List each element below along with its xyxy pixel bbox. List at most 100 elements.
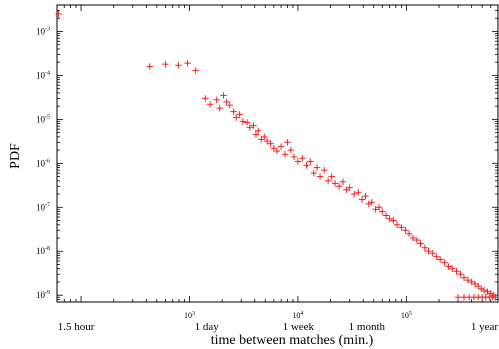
axis-ticks (56, 4, 499, 303)
y-tick-label: 10-3 (36, 26, 50, 36)
data-point (307, 158, 314, 165)
data-point (362, 192, 369, 200)
data-point (213, 96, 220, 103)
data-point (287, 146, 295, 154)
data-point (277, 143, 285, 150)
data-point (267, 140, 274, 147)
data-point (331, 180, 339, 187)
data-point (375, 204, 383, 211)
data-point (184, 59, 191, 67)
data-point (454, 294, 462, 301)
data-point (313, 164, 321, 171)
y-tick-label-exp: -4 (45, 70, 50, 76)
data-point (492, 294, 499, 301)
data-point (468, 278, 475, 286)
x-tick-label-base: 10 (184, 311, 192, 320)
data-point (368, 199, 375, 206)
data-point (246, 124, 254, 131)
data-point (146, 63, 153, 70)
y-tick-label-exp: -3 (45, 26, 50, 32)
data-point (460, 274, 468, 281)
data-point (321, 166, 328, 174)
data-point (223, 98, 230, 106)
y-tick-label: 10-7 (36, 202, 50, 212)
y-tick-label: 10-9 (36, 290, 50, 300)
data-point (220, 92, 227, 99)
data-point (433, 253, 440, 260)
y-tick-label-base: 10 (36, 290, 46, 300)
x-time-label: 1 year (471, 321, 499, 333)
data-point (162, 60, 169, 68)
y-tick-label: 10-4 (36, 70, 50, 80)
data-point (55, 10, 62, 18)
data-point (250, 122, 257, 129)
data-point (358, 196, 366, 203)
data-point (480, 286, 488, 294)
data-point (273, 147, 281, 155)
data-point (413, 236, 421, 244)
y-tick-label: 10-5 (36, 114, 50, 124)
data-point (299, 155, 306, 162)
y-tick-label-exp: -9 (45, 290, 50, 296)
data-point (445, 263, 452, 270)
x-axis-label: time between matches (min.) (211, 333, 374, 348)
y-tick-label: 10-8 (36, 246, 50, 256)
data-point (233, 114, 240, 121)
x-tick-label: 105 (401, 311, 412, 320)
y-axis-label: PDF (8, 143, 23, 169)
data-point (254, 127, 262, 134)
data-point (405, 230, 413, 237)
data-point (226, 102, 233, 109)
data-point (310, 169, 317, 177)
data-point (402, 227, 409, 234)
data-point (335, 183, 343, 190)
x-time-label: 1 month (349, 321, 386, 333)
data-point (328, 173, 335, 180)
data-point (409, 234, 417, 242)
data-point (478, 285, 485, 292)
y-tick-label-exp: -5 (45, 114, 50, 120)
data-point (290, 153, 298, 161)
data-point (252, 131, 260, 138)
data-point (425, 248, 432, 255)
y-tick-label-exp: -6 (45, 158, 50, 164)
y-tick-label-base: 10 (36, 246, 46, 256)
plot-frame (56, 4, 499, 303)
x-tick-label-exp: 5 (409, 311, 412, 317)
data-points (55, 10, 499, 301)
data-point (216, 104, 223, 112)
data-point (206, 101, 214, 108)
x-tick-label-base: 10 (292, 311, 300, 320)
data-point (324, 177, 332, 185)
x-time-label: 1 day (195, 321, 220, 333)
data-point (421, 244, 429, 251)
data-point (230, 108, 237, 115)
data-point (457, 271, 464, 278)
x-tick-label-base: 10 (401, 311, 409, 320)
y-tick-label-exp: -7 (45, 202, 50, 208)
y-tick-label-base: 10 (36, 114, 46, 124)
data-point (429, 250, 436, 257)
data-point (243, 119, 251, 126)
y-tick-label-base: 10 (36, 202, 46, 212)
data-point (284, 139, 291, 146)
data-point (449, 265, 456, 272)
data-point (316, 173, 324, 180)
data-point (303, 162, 310, 169)
data-point (343, 186, 350, 193)
x-tick-label: 103 (184, 311, 195, 320)
y-tick-label-base: 10 (36, 70, 46, 80)
x-time-label: 1.5 hour (58, 321, 95, 333)
y-tick-label: 10-6 (36, 158, 50, 168)
data-point (453, 268, 460, 275)
data-point (355, 189, 362, 196)
data-point (372, 206, 379, 213)
data-point (436, 256, 444, 263)
x-tick-label-exp: 3 (192, 311, 195, 317)
data-point (365, 200, 372, 208)
data-point (339, 178, 347, 185)
x-time-label: 1 week (283, 321, 315, 333)
data-point (294, 158, 302, 165)
data-point (382, 212, 390, 219)
